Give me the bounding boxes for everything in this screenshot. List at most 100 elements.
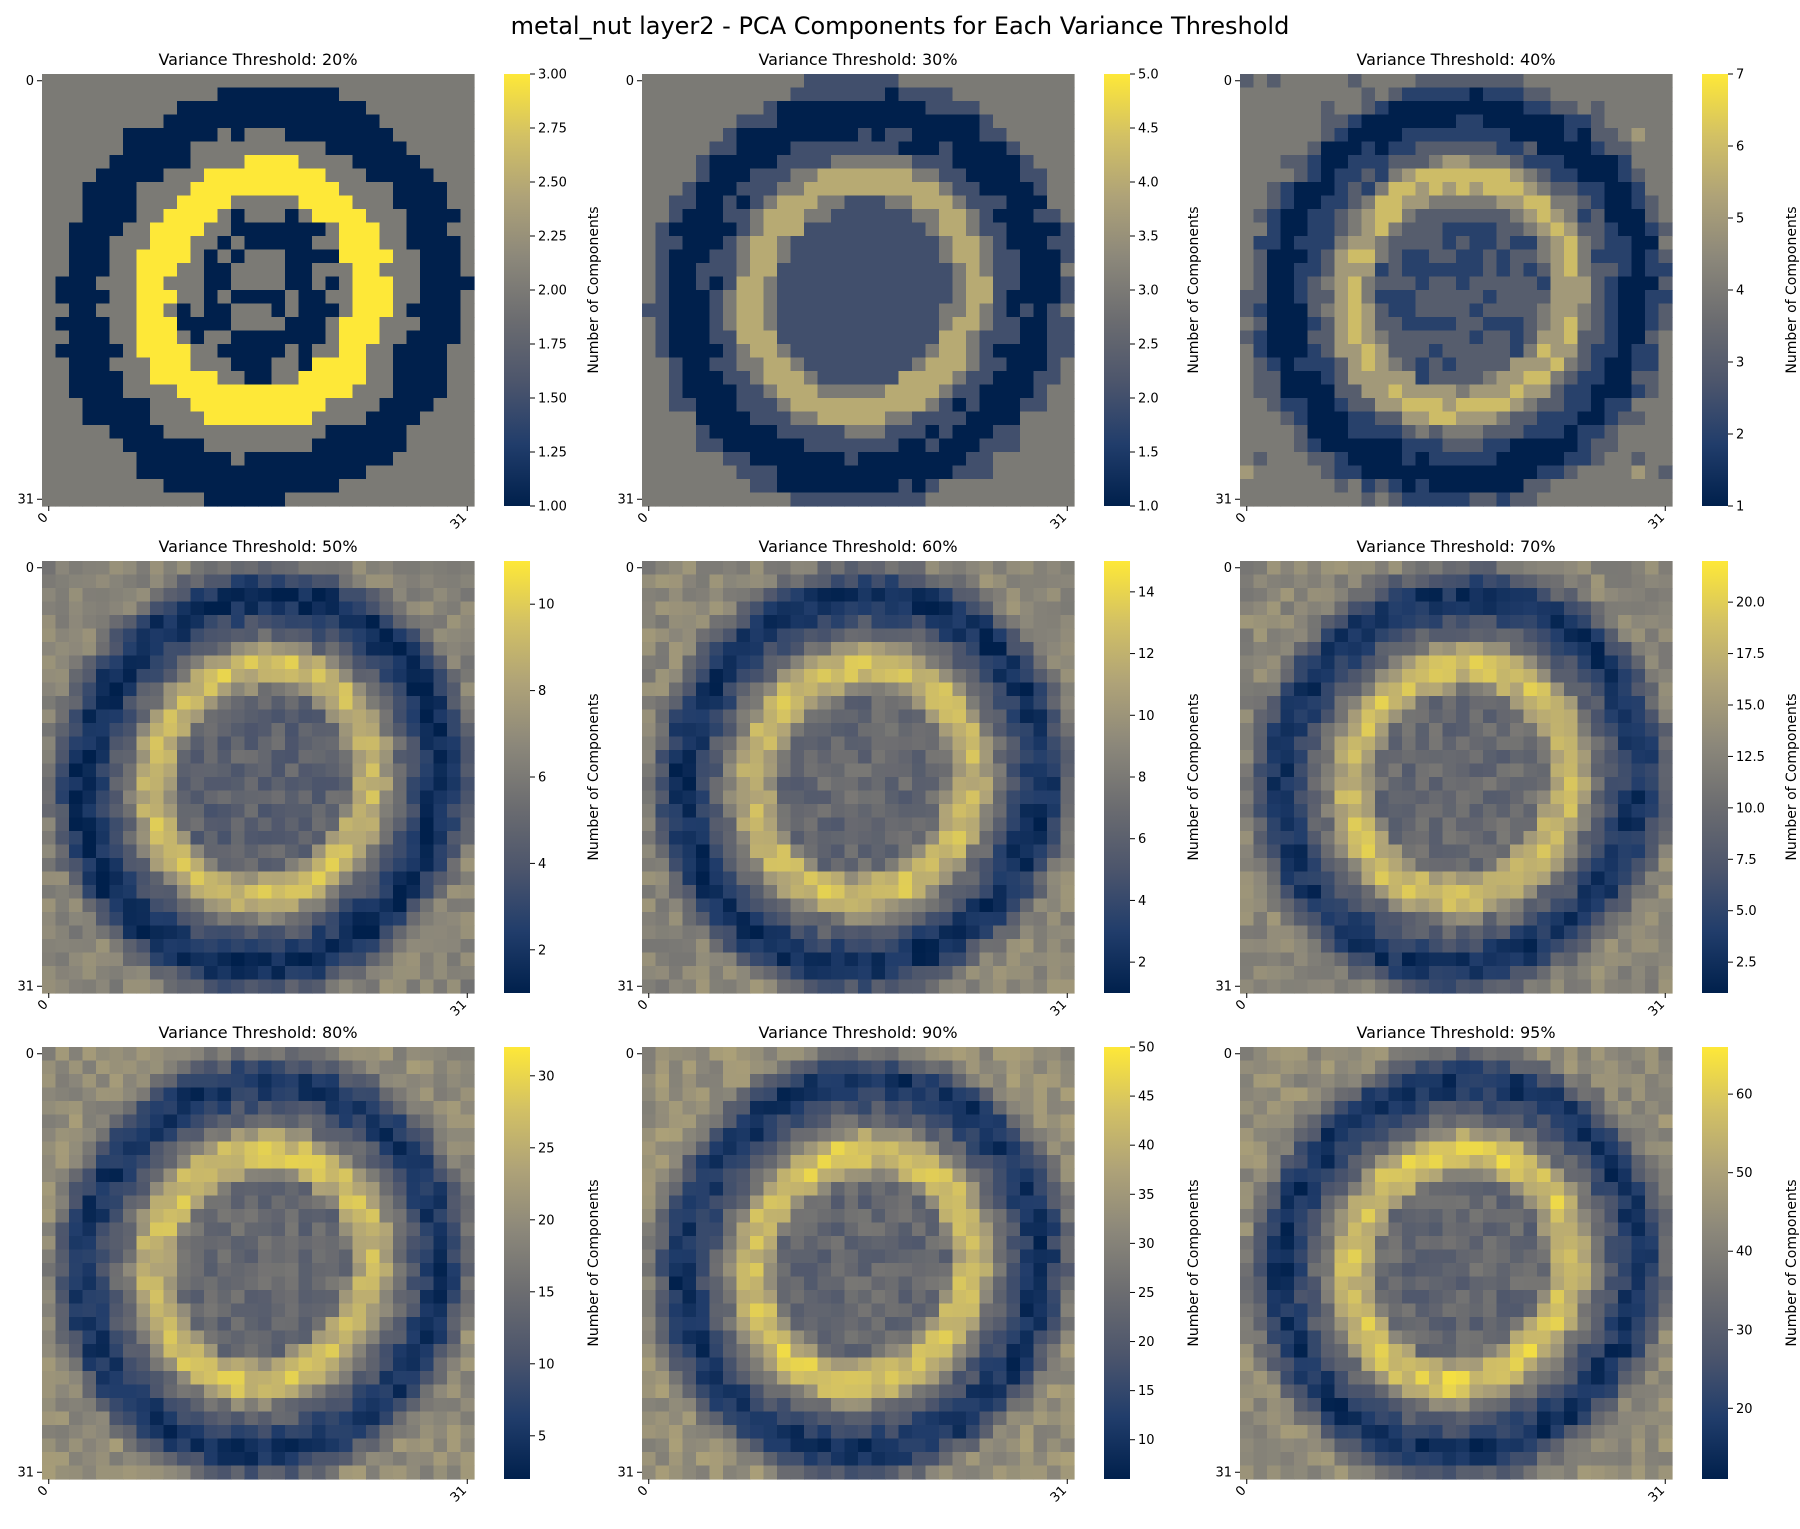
heatmap-cell xyxy=(1632,425,1646,439)
heatmap-cell xyxy=(123,737,137,751)
heatmap-cell xyxy=(96,196,110,210)
heatmap-cell xyxy=(272,169,286,183)
heatmap-cell xyxy=(683,669,697,683)
heatmap-cell xyxy=(1020,831,1034,845)
heatmap-cell xyxy=(1375,155,1389,169)
heatmap-cell xyxy=(258,629,272,643)
heatmap-cell xyxy=(42,209,56,223)
heatmap-cell xyxy=(123,710,137,724)
heatmap-cell xyxy=(912,710,926,724)
heatmap-cell xyxy=(777,128,791,142)
heatmap-cell xyxy=(407,831,421,845)
heatmap-cell xyxy=(312,885,326,899)
heatmap-cell xyxy=(1061,493,1075,507)
heatmap-cell xyxy=(164,412,178,426)
heatmap-cell xyxy=(696,115,710,129)
heatmap-cell xyxy=(191,466,205,480)
heatmap-cell xyxy=(1375,101,1389,115)
heatmap-cell xyxy=(885,169,899,183)
heatmap-cell xyxy=(272,398,286,412)
heatmap-cell xyxy=(845,371,859,385)
heatmap-cell xyxy=(191,358,205,372)
heatmap-cell xyxy=(1020,710,1034,724)
heatmap-cell xyxy=(1348,128,1362,142)
heatmap-cell xyxy=(696,872,710,886)
heatmap-cell xyxy=(339,899,353,913)
heatmap-cell xyxy=(764,791,778,805)
heatmap-cell xyxy=(69,412,83,426)
heatmap-cell xyxy=(1564,209,1578,223)
heatmap-cell xyxy=(83,575,97,589)
heatmap-cell xyxy=(1632,412,1646,426)
heatmap-cell xyxy=(299,344,313,358)
heatmap-cell xyxy=(1510,155,1524,169)
heatmap-cell xyxy=(177,831,191,845)
heatmap-cell xyxy=(393,912,407,926)
heatmap-cell xyxy=(642,885,656,899)
heatmap-cell xyxy=(926,263,940,277)
heatmap-cell xyxy=(218,331,232,345)
heatmap-cell xyxy=(353,791,367,805)
heatmap-cell xyxy=(83,656,97,670)
heatmap-cell xyxy=(926,696,940,710)
heatmap-cell xyxy=(885,317,899,331)
heatmap-cell xyxy=(804,615,818,629)
heatmap-cell xyxy=(1375,385,1389,399)
heatmap-cell xyxy=(339,439,353,453)
heatmap-cell xyxy=(1020,385,1034,399)
heatmap-cell xyxy=(1659,128,1673,142)
heatmap-cell xyxy=(137,88,151,102)
heatmap-cell xyxy=(366,710,380,724)
heatmap-cell xyxy=(1020,737,1034,751)
heatmap-cell xyxy=(953,128,967,142)
heatmap-cell xyxy=(926,737,940,751)
heatmap-cell xyxy=(1578,128,1592,142)
heatmap-cell xyxy=(407,858,421,872)
heatmap-cell xyxy=(926,764,940,778)
heatmap-cell xyxy=(1510,74,1524,88)
heatmap-cell xyxy=(818,656,832,670)
heatmap-cell xyxy=(858,858,872,872)
heatmap-cell xyxy=(83,236,97,250)
heatmap-cell xyxy=(980,656,994,670)
heatmap-cell xyxy=(764,831,778,845)
heatmap-cell xyxy=(845,223,859,237)
heatmap-cell xyxy=(1020,656,1034,670)
heatmap-cell xyxy=(939,764,953,778)
heatmap-cell xyxy=(285,250,299,264)
heatmap-cell xyxy=(326,656,340,670)
heatmap-cell xyxy=(164,629,178,643)
heatmap-cell xyxy=(393,169,407,183)
heatmap-cell xyxy=(1510,452,1524,466)
heatmap-cell xyxy=(818,209,832,223)
heatmap-cell xyxy=(366,250,380,264)
heatmap-cell xyxy=(845,804,859,818)
heatmap-cell xyxy=(1047,277,1061,291)
heatmap-cell xyxy=(380,656,394,670)
heatmap-cell xyxy=(1402,304,1416,318)
heatmap-cell xyxy=(858,412,872,426)
heatmap-cell xyxy=(285,939,299,953)
heatmap-cell xyxy=(1254,101,1268,115)
heatmap-cell xyxy=(285,304,299,318)
heatmap-cell xyxy=(380,642,394,656)
heatmap-cell xyxy=(966,196,980,210)
heatmap-cell xyxy=(1389,142,1403,156)
heatmap-cell xyxy=(1632,142,1646,156)
heatmap-cell xyxy=(380,885,394,899)
heatmap-cell xyxy=(1281,263,1295,277)
heatmap-cell xyxy=(953,182,967,196)
heatmap-cell xyxy=(380,155,394,169)
heatmap-cell xyxy=(885,561,899,575)
heatmap-cell xyxy=(1402,101,1416,115)
heatmap-cell xyxy=(669,101,683,115)
heatmap-cell xyxy=(845,737,859,751)
heatmap-cell xyxy=(420,142,434,156)
heatmap-cell xyxy=(1416,223,1430,237)
heatmap-cell xyxy=(885,493,899,507)
heatmap-cell xyxy=(1335,196,1349,210)
heatmap-cell xyxy=(231,142,245,156)
heatmap-cell xyxy=(723,425,737,439)
heatmap-cell xyxy=(1578,479,1592,493)
heatmap-cell xyxy=(642,669,656,683)
